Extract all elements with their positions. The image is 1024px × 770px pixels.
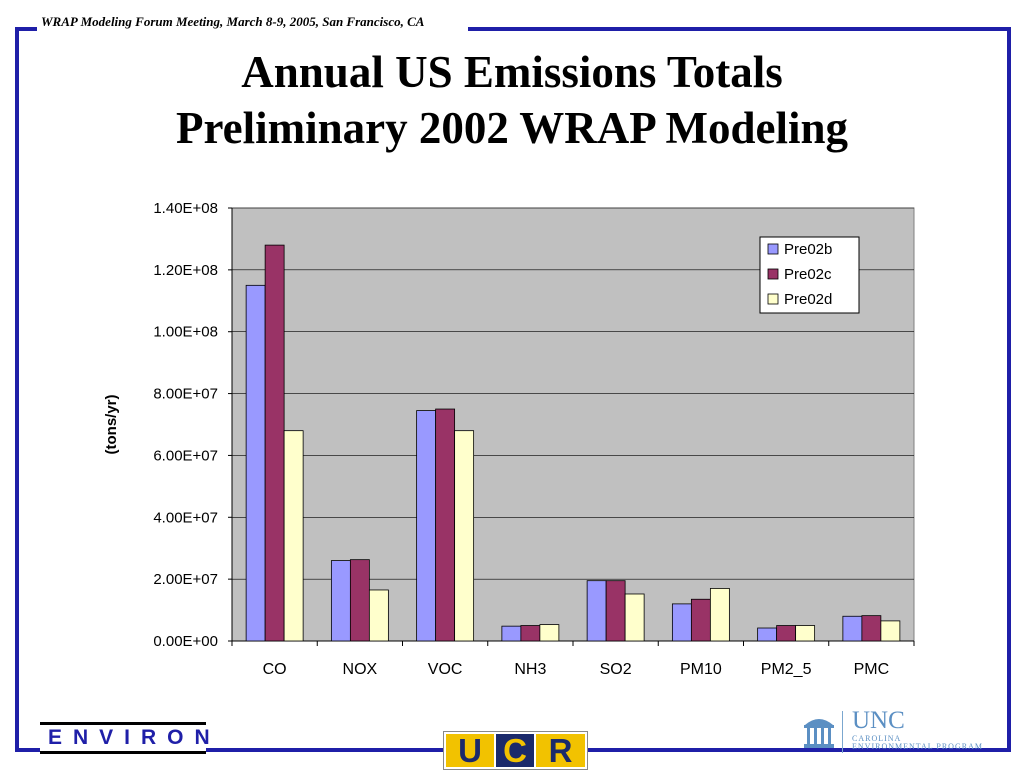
x-tick-label: SO2 — [600, 661, 632, 678]
slide-title-line-1: Annual US Emissions Totals — [241, 47, 783, 97]
emissions-bar-chart: 0.00E+00 2.00E+07 4.00E+07 6.00E+07 8.00E+07… — [103, 200, 915, 678]
slide-title: Annual US Emissions Totals Preliminary 2… — [40, 44, 984, 156]
bar-pre02c-pmc — [861, 615, 882, 642]
y-tick-label: 0.00E+00 — [153, 633, 218, 650]
environ-logo-text: ENVIRON — [48, 726, 221, 749]
x-tick-label: VOC — [428, 661, 463, 678]
bar-pre02d-voc — [454, 430, 475, 642]
y-tick-label: 6.00E+07 — [153, 447, 218, 464]
old-well-icon — [804, 719, 834, 748]
bar-pre02d-pm2_5 — [795, 625, 816, 642]
bar-pre02b-nox — [330, 560, 351, 642]
bar-pre02d-so2 — [624, 593, 645, 642]
frame-top-left-segment — [15, 27, 37, 31]
bar-pre02b-co — [245, 284, 266, 642]
bar-pre02b-so2 — [586, 580, 607, 642]
y-tick-label: 1.20E+08 — [153, 262, 218, 279]
bar-pre02c-voc — [435, 408, 456, 642]
x-tick-label: NOX — [343, 661, 378, 678]
bar-pre02c-pm10 — [690, 598, 711, 642]
frame-right-line — [1007, 27, 1011, 752]
legend-swatch-pre02b — [767, 243, 779, 255]
unc-logo: UNC CAROLINA ENVIRONMENTAL PROGRAM — [802, 707, 1007, 753]
x-tick-label: CO — [263, 661, 287, 678]
frame-top-line — [468, 27, 1011, 31]
unc-logo-sub-line-2: ENVIRONMENTAL PROGRAM — [852, 742, 983, 751]
x-tick-label: PM10 — [680, 661, 722, 678]
x-tick-label: NH3 — [514, 661, 546, 678]
legend-label-pre02c: Pre02c — [784, 266, 832, 283]
unc-logo-sub-line-1: CAROLINA — [852, 734, 902, 743]
bar-pre02c-nh3 — [520, 625, 541, 642]
y-tick-label: 4.00E+07 — [153, 509, 218, 526]
bar-pre02b-pm10 — [671, 603, 692, 642]
unc-logo-subtitle: CAROLINA ENVIRONMENTAL PROGRAM — [852, 735, 983, 751]
bar-pre02d-nh3 — [539, 624, 560, 642]
bar-pre02c-nox — [349, 559, 370, 642]
bar-pre02b-voc — [416, 410, 437, 642]
bar-pre02c-so2 — [605, 580, 626, 642]
bar-pre02b-pmc — [842, 615, 863, 642]
legend-label-pre02d: Pre02d — [784, 291, 832, 308]
x-tick-label: PMC — [854, 661, 890, 678]
environ-logo-top-bar — [40, 722, 206, 725]
y-axis-title: (tons/yr) — [103, 394, 120, 454]
bar-pre02d-co — [283, 430, 304, 642]
unc-logo-name: UNC — [852, 707, 905, 734]
bar-pre02b-nh3 — [501, 625, 522, 642]
ucr-logo: U C R — [443, 731, 588, 770]
ucr-logo-u: U — [446, 734, 494, 768]
y-tick-label: 2.00E+07 — [153, 571, 218, 588]
bar-pre02d-pmc — [880, 620, 901, 642]
y-tick-label: 8.00E+07 — [153, 386, 218, 403]
y-tick-label: 1.00E+08 — [153, 324, 218, 341]
ucr-logo-c: C — [496, 734, 534, 768]
bar-pre02c-pm2_5 — [776, 625, 797, 642]
y-tick-label: 1.40E+08 — [153, 200, 218, 217]
unc-logo-divider — [842, 711, 843, 753]
bar-pre02d-nox — [368, 589, 389, 642]
legend-label-pre02b: Pre02b — [784, 241, 832, 258]
environ-logo: ENVIRON — [40, 722, 221, 754]
legend-swatch-pre02c — [767, 268, 779, 280]
legend-swatch-pre02d — [767, 293, 779, 305]
bar-pre02d-pm10 — [709, 588, 730, 642]
ucr-logo-r: R — [536, 734, 585, 768]
meeting-header: WRAP Modeling Forum Meeting, March 8-9, … — [41, 14, 425, 29]
x-tick-label: PM2_5 — [761, 661, 812, 678]
environ-logo-bottom-bar — [40, 751, 206, 754]
bar-pre02b-pm2_5 — [757, 627, 778, 642]
bar-pre02c-co — [264, 244, 285, 642]
frame-left-line — [15, 27, 19, 752]
slide-title-line-2: Preliminary 2002 WRAP Modeling — [175, 103, 849, 153]
